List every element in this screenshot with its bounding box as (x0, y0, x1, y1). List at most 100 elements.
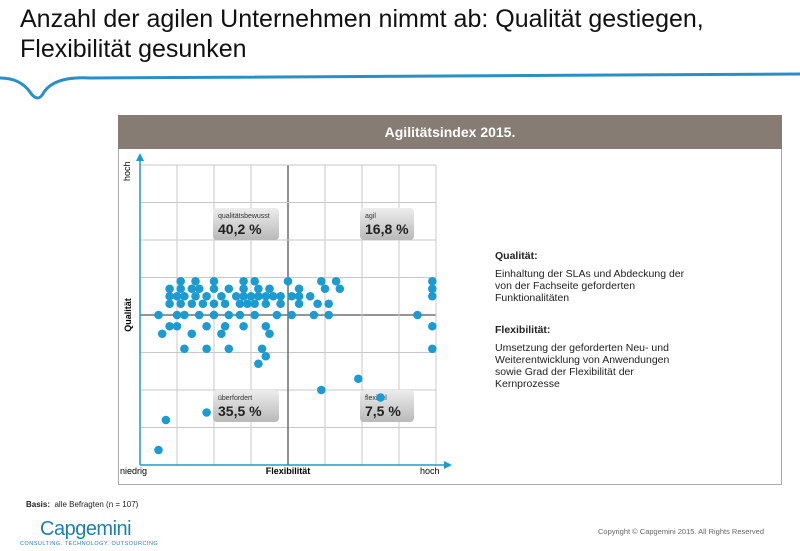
point (154, 310, 163, 320)
point (176, 284, 185, 294)
point (224, 310, 234, 320)
note-heading: Qualität: (495, 250, 538, 262)
point (235, 299, 245, 309)
point (217, 291, 226, 301)
point (413, 310, 422, 320)
quadrant-label: überfordert (218, 395, 252, 402)
point (220, 321, 230, 331)
point (165, 291, 174, 301)
point (224, 284, 234, 294)
point (187, 299, 197, 309)
point (239, 276, 248, 286)
point (268, 291, 278, 301)
note-heading: Flexibilität: (495, 324, 551, 336)
point (250, 299, 259, 309)
point (172, 310, 182, 320)
quadrant-box (360, 390, 414, 422)
point (239, 291, 248, 301)
point (317, 276, 326, 286)
panel-title: Agilitätsindex 2015. (118, 115, 782, 149)
point (309, 310, 319, 320)
point (428, 284, 437, 294)
point (191, 276, 200, 286)
point (180, 310, 189, 320)
point (157, 329, 167, 339)
point (261, 351, 271, 361)
point (202, 344, 211, 354)
point (224, 344, 234, 354)
point (161, 415, 171, 425)
point (172, 291, 182, 301)
point (202, 291, 211, 301)
point (331, 276, 341, 286)
x-axis-end: niedrig (120, 466, 147, 476)
quadrant-label: qualitätsbewusst (218, 213, 270, 220)
note-text: Umsetzung der geforderten Neu- und Weite… (495, 342, 670, 390)
point (317, 385, 326, 395)
point (202, 321, 211, 331)
point (187, 284, 197, 294)
point (265, 284, 274, 294)
point (165, 299, 174, 309)
point (194, 310, 204, 320)
point (428, 276, 437, 286)
quadrant-box (213, 390, 279, 422)
point (235, 310, 245, 320)
point (287, 310, 297, 320)
point (276, 299, 285, 309)
point (246, 291, 256, 301)
point (172, 321, 182, 331)
x-axis-label: Flexibilität (266, 466, 311, 476)
point (254, 291, 263, 301)
point (187, 329, 197, 339)
quadrant-label: flexibel (365, 395, 387, 402)
point (220, 299, 230, 309)
point (276, 291, 285, 301)
point (198, 299, 208, 309)
point (202, 408, 211, 417)
point (428, 321, 437, 331)
footnote: Basis: alle Befragten (n = 107) (26, 500, 138, 509)
point (209, 299, 219, 309)
point (376, 393, 385, 402)
point (243, 299, 252, 309)
point (335, 284, 345, 294)
point (305, 291, 315, 301)
quadrant-value: 7,5 % (365, 403, 401, 419)
point (261, 321, 271, 331)
point (180, 344, 189, 354)
point (209, 276, 219, 286)
point (272, 310, 282, 320)
quadrant-box (213, 208, 279, 240)
point (257, 344, 267, 354)
point (428, 291, 437, 301)
point (428, 344, 437, 354)
point (324, 299, 334, 309)
point (283, 276, 293, 286)
quadrant-box (360, 208, 414, 240)
quadrant-value: 40,2 % (218, 221, 262, 237)
point (165, 284, 174, 294)
point (180, 291, 189, 301)
point (231, 291, 241, 301)
point (191, 291, 200, 301)
logo-tagline: CONSULTING. TECHNOLOGY. OUTSOURCING (20, 541, 159, 547)
footnote-text: alle Befragten (n = 107) (54, 500, 139, 509)
point (250, 310, 259, 320)
point (239, 321, 248, 331)
point (261, 291, 271, 301)
point (287, 291, 297, 301)
quadrant-value: 35,5 % (218, 403, 262, 419)
y-axis-end: hoch (122, 161, 132, 181)
quadrant-value: 16,8 % (365, 221, 409, 237)
point (265, 329, 274, 339)
point (320, 284, 330, 294)
note: Qualität: Einhaltung der SLAs und Abdeck… (495, 250, 685, 304)
point (194, 284, 204, 294)
x-axis-arrow (444, 461, 452, 469)
wave-line (0, 72, 800, 100)
point (209, 310, 219, 320)
